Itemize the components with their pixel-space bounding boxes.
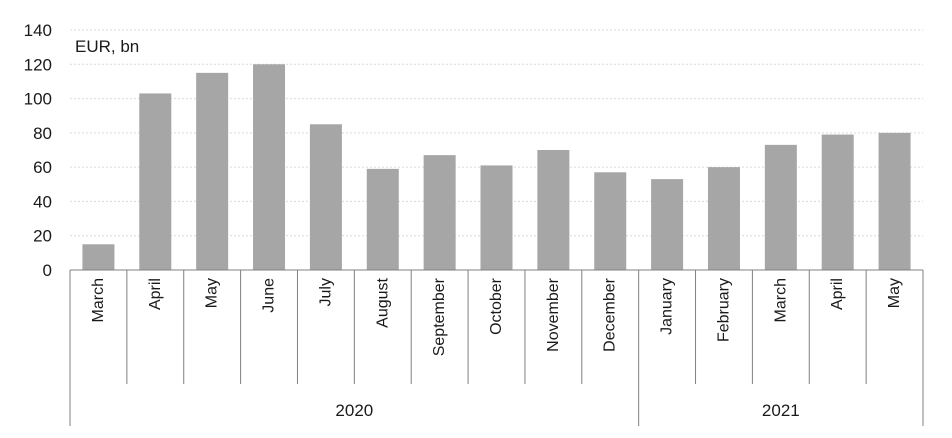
- bar: [764, 144, 797, 270]
- y-tick-label: 140: [24, 21, 52, 40]
- bars: [82, 64, 911, 271]
- x-category-label: January: [659, 278, 676, 335]
- y-tick-label: 60: [33, 158, 52, 177]
- bar: [423, 155, 456, 270]
- bar: [480, 165, 513, 270]
- x-category-label: August: [374, 277, 391, 327]
- x-category-label: February: [715, 278, 732, 342]
- x-category-label: October: [488, 277, 505, 335]
- bar: [253, 64, 286, 271]
- bar: [366, 168, 399, 270]
- bar: [594, 172, 627, 270]
- x-category-label: May: [886, 278, 903, 308]
- y-tick-label: 20: [33, 227, 52, 246]
- bar: [309, 124, 342, 271]
- bar: [82, 244, 115, 270]
- bar: [878, 132, 911, 270]
- x-category-label: April: [147, 278, 164, 310]
- x-category-label: April: [829, 278, 846, 310]
- bar: [537, 150, 570, 270]
- x-axis: March April May June July August September Octo…: [69, 269, 924, 426]
- y-tick-label: 100: [24, 90, 52, 109]
- bar: [196, 72, 229, 270]
- x-category-label: September: [431, 277, 448, 356]
- x-category-label: May: [204, 278, 221, 308]
- y-tick-label: 40: [33, 192, 52, 211]
- x-group-label: 2020: [335, 401, 373, 420]
- bar: [651, 179, 684, 270]
- x-category-label: June: [261, 278, 278, 313]
- x-category-label: November: [545, 277, 562, 351]
- x-category-label: July: [317, 278, 334, 306]
- y-tick-label: 0: [43, 261, 52, 280]
- x-category-label: March: [772, 278, 789, 322]
- y-axis-ticks: 0 20 40 60 80 100 120 140: [24, 21, 52, 280]
- y-axis-unit-label: EUR, bn: [75, 37, 139, 56]
- y-tick-label: 80: [33, 124, 52, 143]
- x-category-label: March: [90, 278, 107, 322]
- x-category-label: December: [602, 277, 619, 351]
- y-tick-label: 120: [24, 55, 52, 74]
- bar: [707, 167, 740, 270]
- bar: [821, 134, 854, 270]
- bar: [139, 93, 172, 270]
- x-group-label: 2021: [762, 401, 800, 420]
